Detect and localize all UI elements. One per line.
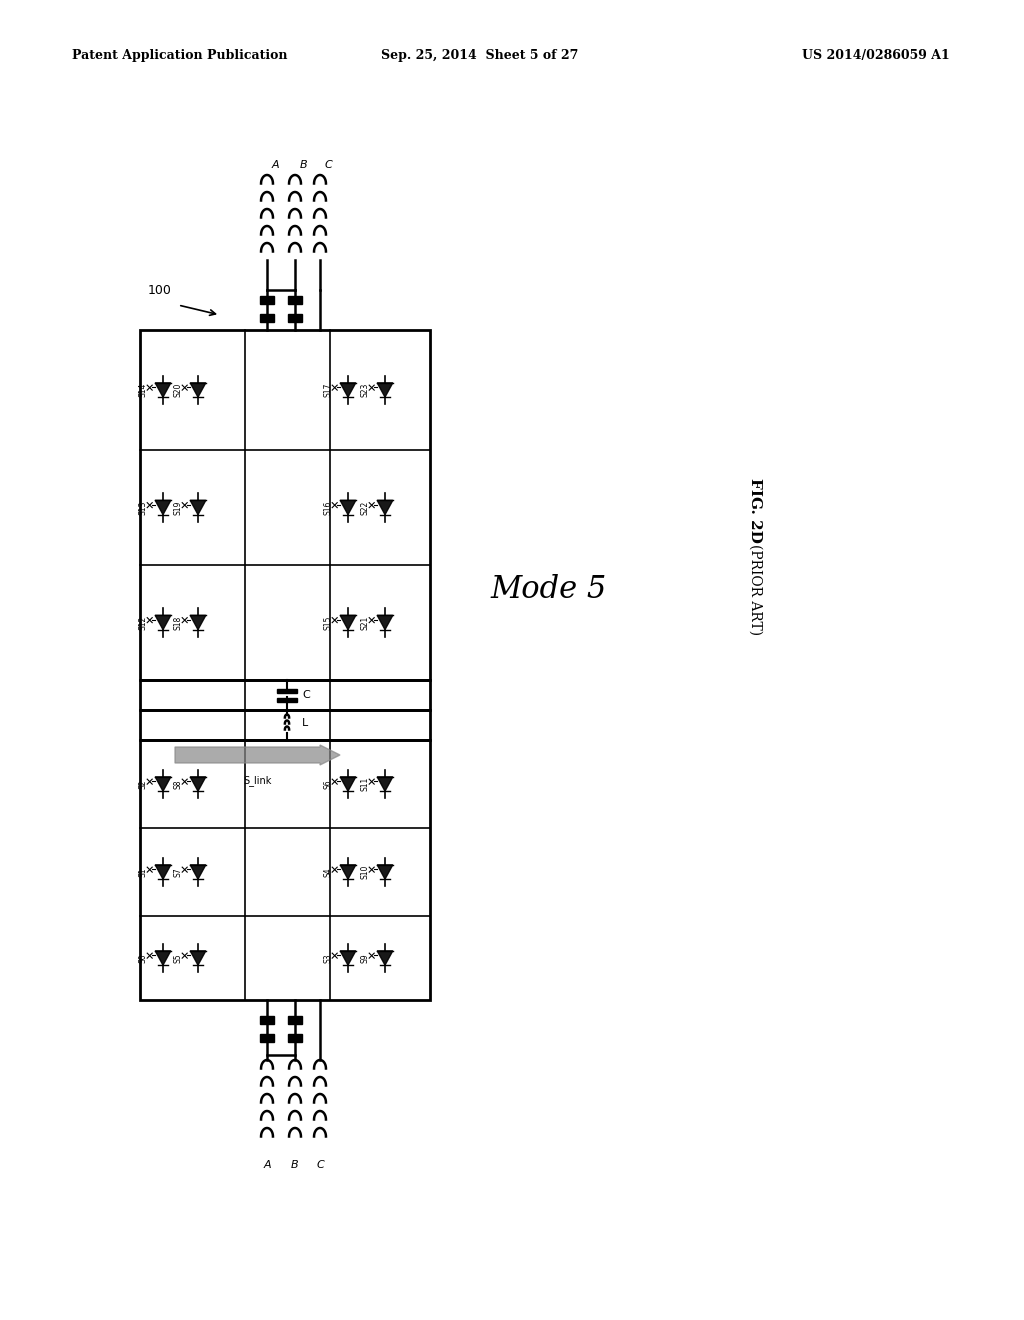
Text: FIG. 2D: FIG. 2D [748, 478, 762, 543]
Polygon shape [190, 615, 206, 630]
Text: Mode 5: Mode 5 [490, 574, 606, 606]
Text: S7: S7 [173, 867, 182, 876]
Bar [260, 314, 274, 322]
Polygon shape [340, 777, 355, 791]
Polygon shape [156, 865, 171, 879]
Polygon shape [377, 500, 393, 515]
Bar [260, 296, 274, 304]
Bar [260, 1016, 274, 1024]
Text: C: C [302, 690, 309, 700]
Bar [288, 1016, 302, 1024]
Text: C: C [316, 1160, 324, 1170]
Bar [288, 1034, 302, 1041]
Text: S10: S10 [360, 865, 370, 879]
Text: S15: S15 [324, 615, 332, 630]
Polygon shape [190, 865, 206, 879]
Bar [140, 710, 430, 741]
FancyArrow shape [175, 744, 340, 766]
Text: S_link: S_link [244, 775, 271, 785]
Polygon shape [377, 950, 393, 965]
Text: S14: S14 [138, 383, 147, 397]
Bar [278, 697, 297, 701]
Text: A: A [263, 1160, 270, 1170]
Text: S20: S20 [173, 383, 182, 397]
Text: S23: S23 [360, 383, 370, 397]
Text: S11: S11 [360, 777, 370, 791]
Bar [278, 689, 297, 693]
Bar [140, 741, 430, 1001]
Bar [140, 330, 430, 680]
Polygon shape [156, 500, 171, 515]
Text: A: A [272, 160, 280, 170]
Polygon shape [377, 383, 393, 397]
Text: S3: S3 [324, 953, 332, 962]
Bar [260, 1034, 274, 1041]
Text: S18: S18 [173, 615, 182, 630]
Bar [288, 314, 302, 322]
Text: B: B [300, 160, 307, 170]
Text: S4: S4 [324, 867, 332, 876]
Polygon shape [156, 950, 171, 965]
Polygon shape [156, 615, 171, 630]
Text: B: B [291, 1160, 299, 1170]
Polygon shape [190, 777, 206, 791]
Text: Sep. 25, 2014  Sheet 5 of 27: Sep. 25, 2014 Sheet 5 of 27 [381, 49, 579, 62]
Text: S0: S0 [138, 953, 147, 962]
Text: S17: S17 [324, 383, 332, 397]
Text: L: L [302, 718, 308, 729]
Polygon shape [340, 950, 355, 965]
Text: S22: S22 [360, 500, 370, 515]
Polygon shape [190, 500, 206, 515]
Polygon shape [377, 615, 393, 630]
Text: S6: S6 [324, 779, 332, 789]
Polygon shape [340, 865, 355, 879]
Text: S8: S8 [173, 779, 182, 789]
Text: US 2014/0286059 A1: US 2014/0286059 A1 [802, 49, 950, 62]
Polygon shape [340, 615, 355, 630]
Text: C: C [325, 160, 333, 170]
Text: (PRIOR ART): (PRIOR ART) [748, 544, 762, 635]
Polygon shape [190, 383, 206, 397]
Text: S21: S21 [360, 615, 370, 630]
Polygon shape [377, 865, 393, 879]
Text: S2: S2 [138, 779, 147, 789]
Polygon shape [156, 383, 171, 397]
Polygon shape [156, 777, 171, 791]
Polygon shape [340, 500, 355, 515]
Text: S16: S16 [324, 500, 332, 515]
Text: Patent Application Publication: Patent Application Publication [72, 49, 288, 62]
Text: S19: S19 [173, 500, 182, 515]
Text: S5: S5 [173, 953, 182, 962]
Text: S12: S12 [138, 615, 147, 630]
Text: 100: 100 [148, 284, 172, 297]
Polygon shape [377, 777, 393, 791]
Polygon shape [340, 383, 355, 397]
Polygon shape [190, 950, 206, 965]
Text: S1: S1 [138, 867, 147, 876]
Text: S9: S9 [360, 953, 370, 962]
Text: S13: S13 [138, 500, 147, 515]
Bar [288, 296, 302, 304]
Bar [140, 680, 430, 710]
